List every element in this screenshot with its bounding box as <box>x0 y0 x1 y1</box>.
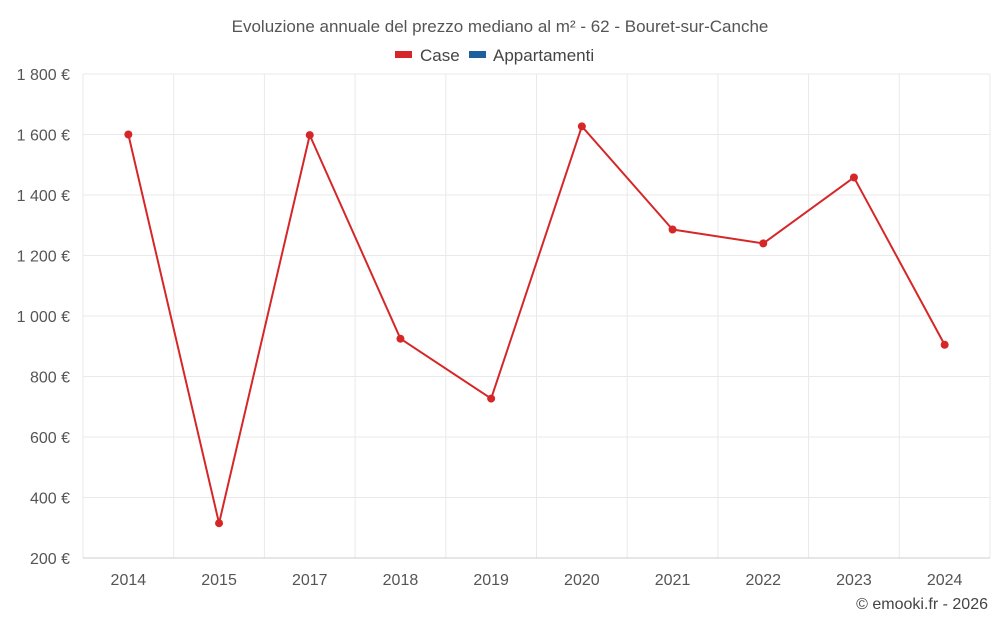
x-tick-label: 2017 <box>292 572 328 589</box>
legend: Case Appartamenti <box>395 46 594 65</box>
data-point[interactable] <box>487 394 496 403</box>
data-point[interactable] <box>759 239 768 248</box>
x-tick-label: 2018 <box>383 572 419 589</box>
y-tick-label: 200 € <box>30 551 70 568</box>
y-tick-label: 1 200 € <box>17 249 70 266</box>
data-point[interactable] <box>577 122 586 131</box>
legend-item-appartamenti[interactable]: Appartamenti <box>469 46 594 65</box>
chart-title: Evoluzione annuale del prezzo mediano al… <box>232 17 769 36</box>
legend-swatch-appartamenti <box>469 51 486 58</box>
x-tick-label: 2019 <box>473 572 509 589</box>
x-tick-label: 2020 <box>564 572 600 589</box>
y-tick-label: 800 € <box>30 370 70 387</box>
legend-swatch-case <box>395 51 412 58</box>
data-point[interactable] <box>396 334 405 343</box>
y-tick-label: 400 € <box>30 491 70 508</box>
data-point[interactable] <box>940 340 949 349</box>
y-axis: 200 € 400 € 600 € 800 € 1 000 € 1 200 € 1 400 … <box>17 67 70 568</box>
data-point[interactable] <box>215 519 224 528</box>
legend-label-appartamenti: Appartamenti <box>493 46 594 65</box>
x-tick-label: 2024 <box>927 572 963 589</box>
data-point[interactable] <box>305 131 314 140</box>
credit-text: © emooki.fr - 2026 <box>856 596 988 613</box>
x-tick-label: 2014 <box>111 572 147 589</box>
grid-lines <box>82 73 991 558</box>
data-point[interactable] <box>668 225 677 234</box>
x-tick-label: 2015 <box>201 572 237 589</box>
x-tick-label: 2022 <box>745 572 781 589</box>
y-tick-label: 1 800 € <box>17 67 70 84</box>
y-tick-label: 1 400 € <box>17 188 70 205</box>
data-point[interactable] <box>124 130 133 139</box>
series-case <box>124 122 949 528</box>
y-tick-label: 600 € <box>30 430 70 447</box>
series-line <box>127 125 946 525</box>
y-tick-label: 1 600 € <box>17 128 70 145</box>
x-tick-label: 2021 <box>655 572 691 589</box>
x-tick-label: 2023 <box>836 572 872 589</box>
x-axis: 2014 2015 2017 2018 2019 2020 2021 2022 2023 2024 <box>83 557 990 589</box>
y-tick-label: 1 000 € <box>17 309 70 326</box>
data-point[interactable] <box>849 173 858 182</box>
legend-item-case[interactable]: Case <box>395 46 460 65</box>
legend-label-case: Case <box>420 46 460 65</box>
